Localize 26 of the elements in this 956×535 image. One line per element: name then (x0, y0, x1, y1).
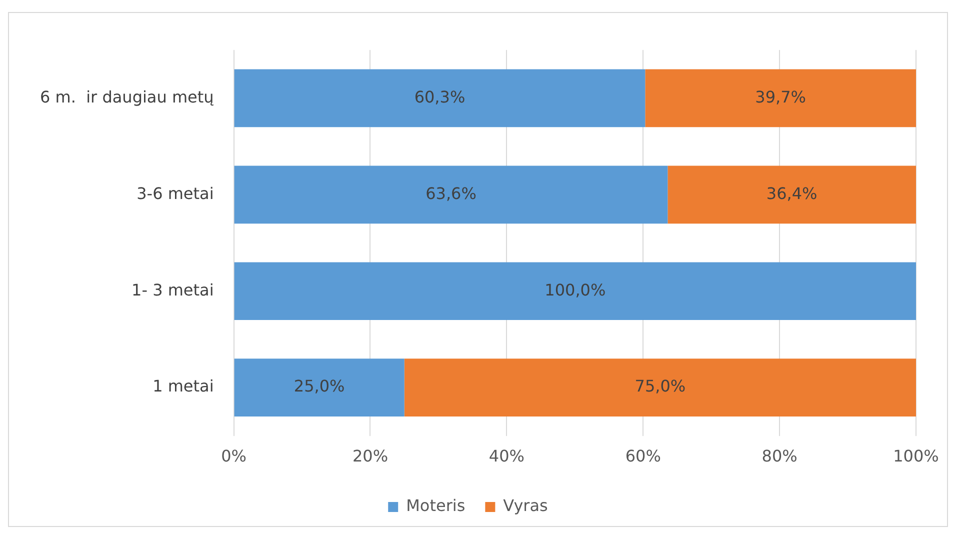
y-tick-label: 6 m. ir daugiau metų (40, 87, 214, 106)
bar (404, 358, 916, 417)
data-label: 25,0% (294, 376, 345, 396)
x-tick-label: 60% (625, 446, 661, 466)
data-label: 36,4% (766, 184, 818, 203)
data-label: 100,0% (544, 280, 606, 300)
y-tick-label: 1 metai (152, 376, 214, 396)
x-tick-label: 100% (893, 446, 939, 466)
legend-label: Moteris (406, 496, 466, 516)
bar (645, 69, 916, 128)
x-tick-label: 20% (352, 446, 388, 466)
bar (234, 262, 916, 320)
x-tick-label: 80% (762, 446, 798, 466)
legend-label: Vyras (503, 496, 548, 516)
data-label: 75,0% (634, 376, 686, 396)
data-label: 39,7% (755, 87, 806, 106)
bar (668, 166, 916, 224)
bar (234, 69, 646, 128)
data-label: 60,3% (414, 87, 466, 106)
data-label: 63,6% (426, 184, 476, 203)
y-tick-label: 1- 3 metai (132, 280, 214, 300)
y-tick-label: 3-6 metai (136, 184, 214, 203)
x-tick-label: 0% (221, 446, 246, 466)
bar (234, 358, 404, 417)
bar (234, 166, 668, 224)
x-tick-label: 40% (488, 446, 524, 466)
